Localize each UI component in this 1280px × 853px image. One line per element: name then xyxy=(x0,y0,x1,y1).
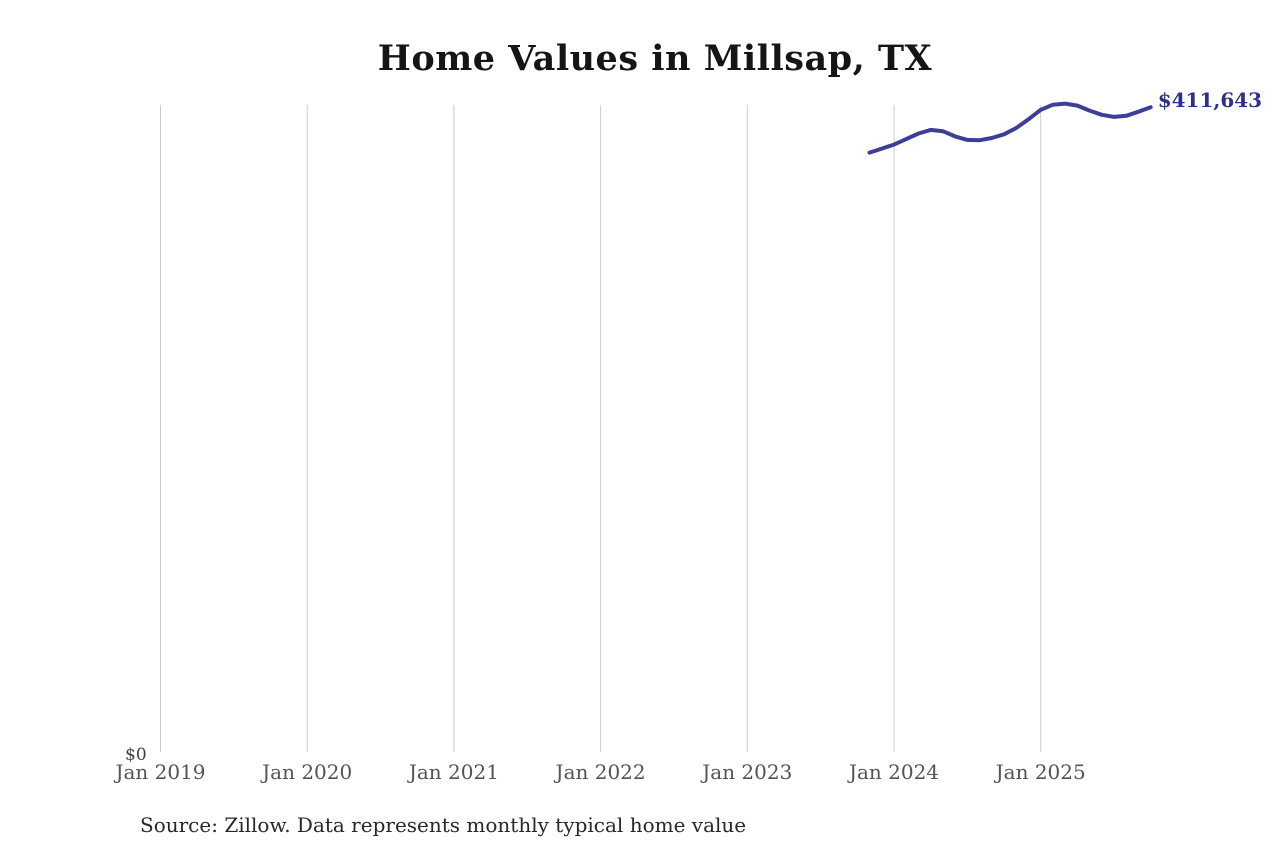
home-value-line xyxy=(867,101,1153,155)
source-attribution: Source: Zillow. Data represents monthly … xyxy=(140,813,747,837)
gridlines xyxy=(160,105,1042,752)
x-tick-label: Jan 2019 xyxy=(115,760,206,784)
latest-value-label: $411,643 xyxy=(1157,88,1263,113)
x-tick-label: Jan 2022 xyxy=(555,760,646,784)
y-axis-zero-label: $0 xyxy=(125,745,147,765)
x-tick-label: Jan 2021 xyxy=(408,760,499,784)
x-tick-label: Jan 2023 xyxy=(702,760,793,784)
x-tick-label: Jan 2020 xyxy=(262,760,353,784)
x-tick-label: Jan 2025 xyxy=(995,760,1086,784)
chart-title: Home Values in Millsap, TX xyxy=(377,38,933,79)
x-tick-label: Jan 2024 xyxy=(848,760,940,784)
